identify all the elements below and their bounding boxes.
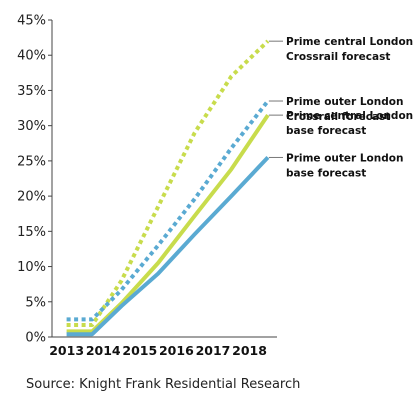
y-tick-label: 45%: [17, 14, 46, 29]
series-label-line: Prime central London: [286, 110, 413, 122]
series-line-0: [66, 39, 270, 327]
x-tick-label: 2015: [122, 343, 157, 358]
x-tick-label: 2013: [49, 343, 84, 358]
line-chart: 0% 5% 10% 15% 20% 25% 30% 35% 40% 45% 2013 2014 2015…: [17, 14, 413, 359]
x-tick-label: 2016: [159, 343, 194, 358]
series-label: Prime central London base forecast: [286, 110, 413, 137]
series-line-2: [66, 113, 270, 334]
series-line-1: [66, 99, 270, 322]
y-tick-label: 20%: [17, 190, 46, 205]
x-tick-label: 2014: [86, 343, 121, 358]
y-tick-label: 0%: [25, 331, 46, 346]
y-tick-label: 10%: [17, 260, 46, 275]
y-tick-label: 25%: [17, 154, 46, 169]
series-label-line: Crossrail forecast: [286, 51, 390, 63]
series-label: Prime outer London base forecast: [286, 152, 403, 179]
y-tick-label: 35%: [17, 84, 46, 99]
series-label-line: Prime outer London: [286, 96, 403, 108]
series-label-line: Crossrail forecast: [286, 111, 390, 123]
y-tick-label: 5%: [25, 295, 46, 310]
series-label-line: Prime central London: [286, 36, 413, 48]
x-tick-label: 2017: [196, 343, 231, 358]
series-label-line: base forecast: [286, 167, 366, 179]
series-label-line: Prime outer London: [286, 152, 403, 164]
series-label: Prime outer London Crossrail forecast: [286, 96, 403, 123]
series-line-3: [66, 156, 270, 337]
x-tick-label: 2018: [232, 343, 267, 358]
y-tick-label: 15%: [17, 225, 46, 240]
series-label-line: base forecast: [286, 125, 366, 137]
source-note: Source: Knight Frank Residential Researc…: [26, 377, 301, 392]
y-tick-label: 30%: [17, 119, 46, 134]
series-label: Prime central London Crossrail forecast: [286, 36, 413, 63]
y-tick-label: 40%: [17, 49, 46, 64]
